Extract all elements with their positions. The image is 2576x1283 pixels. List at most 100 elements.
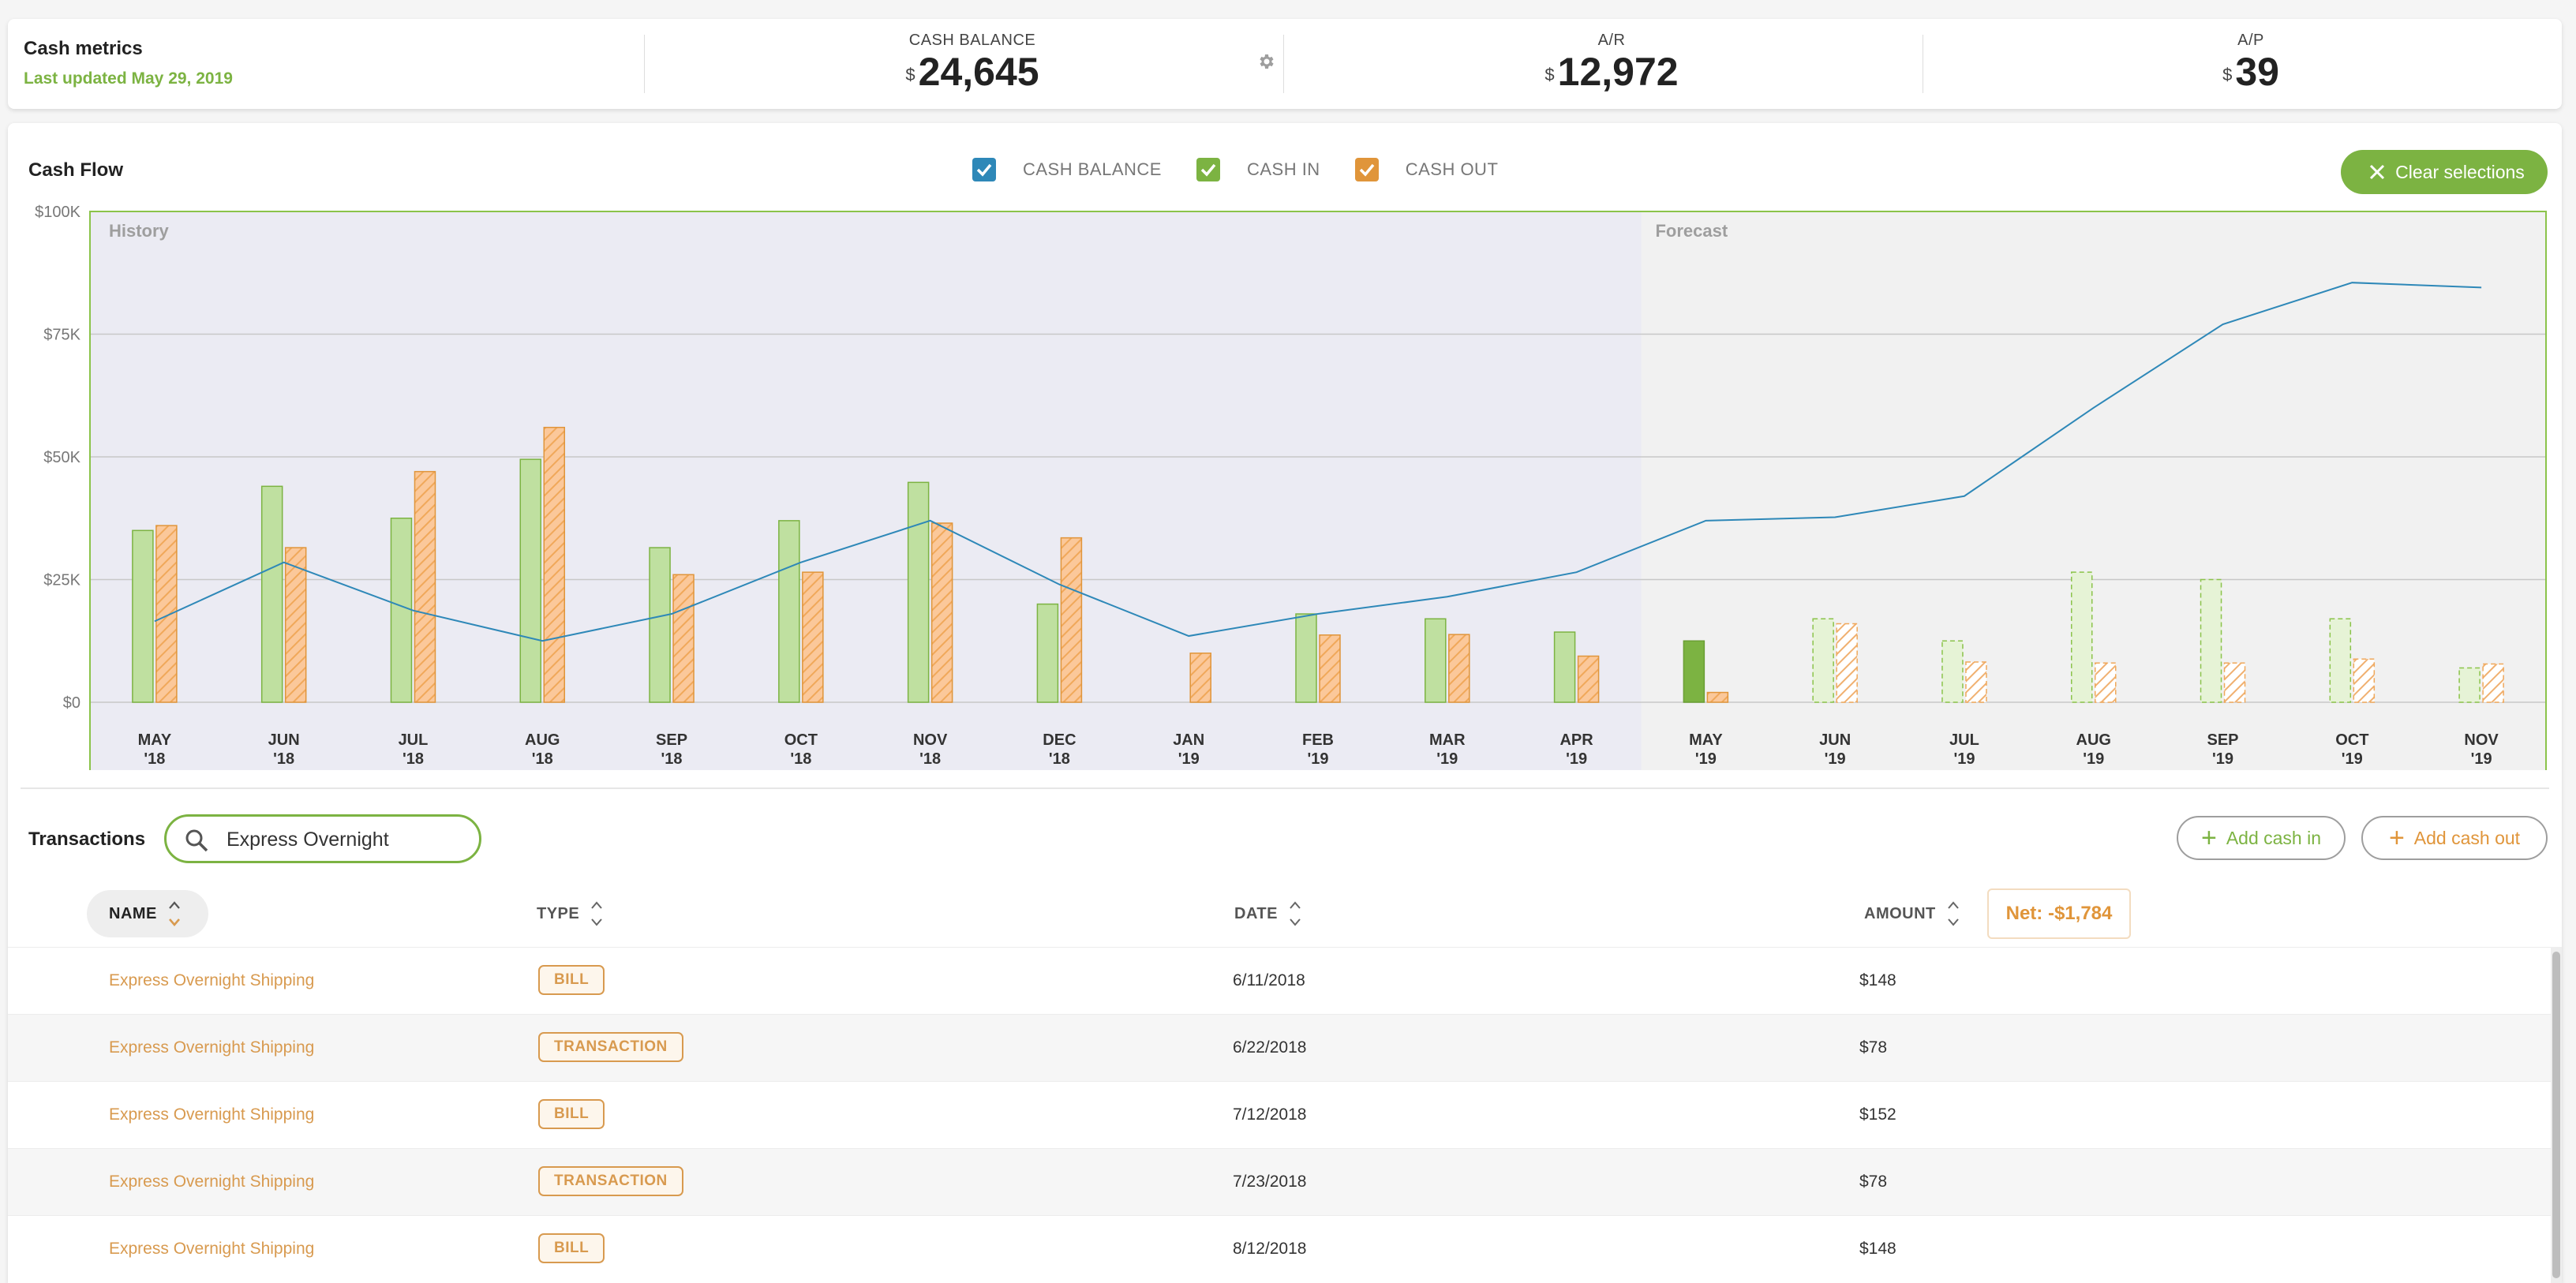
bar-cash-in (1683, 640, 1705, 703)
cash-balance-value: 24,645 (918, 50, 1039, 94)
metric-cash-balance: CASH BALANCE $24,645 (814, 32, 1130, 94)
bar-cash-in (1553, 631, 1576, 703)
legend-label: CASH OUT (1405, 159, 1499, 179)
x-tick-label: '18 (273, 750, 294, 768)
cell-name[interactable]: Express Overnight Shipping (109, 1173, 315, 1191)
checkbox-cash-balance[interactable] (972, 158, 996, 181)
bar-cash-out (802, 571, 824, 703)
x-tick-label: '18 (144, 750, 165, 768)
bar-cash-out (284, 547, 307, 703)
x-tick-label: '19 (1436, 750, 1458, 768)
bar-cash-out (155, 525, 178, 703)
x-tick-label: '19 (1695, 750, 1717, 768)
cell-name[interactable]: Express Overnight Shipping (109, 1105, 315, 1124)
cell-name[interactable]: Express Overnight Shipping (109, 1038, 315, 1057)
x-tick-label: FEB (1302, 731, 1334, 749)
metric-label: CASH BALANCE (908, 32, 1036, 49)
cell-amount: $148 (1859, 1240, 1896, 1258)
x-tick-label: '18 (532, 750, 553, 768)
y-tick-label: $50K (43, 449, 80, 466)
bar-cash-in (907, 481, 930, 703)
column-header-date[interactable]: DATE (1234, 890, 1301, 937)
close-icon (2370, 164, 2385, 180)
x-tick-label: MAR (1429, 731, 1466, 749)
column-header-label: TYPE (537, 904, 580, 922)
search-icon (185, 829, 208, 852)
metric-value: $24,645 (814, 50, 1130, 94)
table-scrollbar[interactable] (2551, 947, 2562, 1283)
history-region (90, 211, 1642, 770)
x-tick-label: '18 (790, 750, 811, 768)
x-tick-label: AUG (2076, 731, 2111, 749)
y-tick-label: $75K (43, 327, 80, 344)
x-tick-label: NOV (2464, 731, 2499, 749)
last-updated-text: Last updated May 29, 2019 (24, 69, 233, 88)
column-header-type[interactable]: TYPE (537, 890, 603, 937)
column-header-amount[interactable]: AMOUNT (1864, 890, 1960, 937)
x-tick-label: '18 (402, 750, 424, 768)
column-header-label: AMOUNT (1864, 904, 1936, 922)
metric-ap: A/P $39 (2093, 32, 2409, 94)
gear-icon[interactable] (1256, 52, 1275, 71)
x-tick-label: '18 (919, 750, 941, 768)
clear-selections-button[interactable]: Clear selections (2341, 150, 2548, 194)
bar-cash-in (1036, 603, 1059, 703)
sort-icon (591, 901, 603, 926)
check-icon (1359, 163, 1375, 177)
legend-cash-out[interactable]: CASH OUT (1354, 158, 1499, 181)
cell-name[interactable]: Express Overnight Shipping (109, 971, 315, 989)
sort-icon (1290, 901, 1301, 926)
table-row[interactable]: Express Overnight Shipping BILL 6/11/201… (8, 947, 2551, 1014)
x-tick-label: '19 (2083, 750, 2104, 768)
x-tick-label: MAY (138, 731, 172, 749)
column-header-name[interactable]: NAME (87, 890, 208, 937)
bar-cash-out (2353, 658, 2376, 703)
metrics-title-block: Cash metrics Last updated May 29, 2019 (24, 38, 233, 88)
cell-date: 6/22/2018 (1233, 1038, 1307, 1057)
add-cash-in-button[interactable]: + Add cash in (2177, 816, 2346, 860)
table-row[interactable]: Express Overnight Shipping BILL 8/12/201… (8, 1215, 2551, 1282)
y-tick-label: $100K (35, 204, 80, 221)
legend-label: CASH BALANCE (1023, 159, 1162, 179)
legend-cash-in[interactable]: CASH IN (1196, 158, 1320, 181)
x-tick-label: '18 (1049, 750, 1070, 768)
bar-cash-in (2070, 571, 2093, 703)
cash-balance-line (154, 282, 2482, 642)
metrics-title: Cash metrics (24, 38, 143, 59)
add-cash-out-button[interactable]: + Add cash out (2361, 816, 2548, 860)
ar-value: 12,972 (1557, 50, 1679, 94)
legend-cash-balance[interactable]: CASH BALANCE (972, 158, 1162, 181)
bar-cash-in (778, 520, 800, 703)
x-tick-label: APR (1559, 731, 1593, 749)
checkbox-cash-in[interactable] (1196, 158, 1220, 181)
check-icon (1200, 163, 1216, 177)
currency-symbol: $ (2222, 65, 2233, 84)
plus-icon: + (2388, 823, 2405, 853)
net-total-badge: Net: -$1,784 (1987, 888, 2131, 939)
cell-name[interactable]: Express Overnight Shipping (109, 1240, 315, 1258)
x-tick-label: OCT (784, 731, 818, 749)
scrollbar-thumb[interactable] (2552, 952, 2560, 1278)
table-row[interactable]: Express Overnight Shipping TRANSACTION 6… (8, 1014, 2551, 1081)
checkbox-cash-out[interactable] (1354, 158, 1379, 181)
type-badge: BILL (538, 965, 605, 995)
bar-cash-out (1577, 655, 1600, 703)
cell-amount: $148 (1859, 971, 1896, 989)
search-box[interactable] (164, 814, 481, 863)
add-cash-in-label: Add cash in (2226, 827, 2322, 848)
x-tick-label: JUN (1819, 731, 1851, 749)
table-row[interactable]: Express Overnight Shipping BILL 7/12/201… (8, 1081, 2551, 1148)
metric-ar: A/R $12,972 (1454, 32, 1769, 94)
cell-amount: $78 (1859, 1038, 1888, 1057)
table-row[interactable]: Express Overnight Shipping TRANSACTION 7… (8, 1148, 2551, 1215)
search-input[interactable] (225, 823, 465, 856)
clear-selections-label: Clear selections (2395, 161, 2525, 182)
add-cash-out-label: Add cash out (2413, 827, 2521, 848)
ap-value: 39 (2235, 50, 2279, 94)
column-header-label: DATE (1234, 904, 1278, 922)
region-label-forecast: Forecast (1655, 221, 1728, 241)
plot-frame (89, 211, 2547, 770)
bar-cash-out (1189, 653, 1211, 703)
plus-icon: + (2200, 823, 2217, 853)
